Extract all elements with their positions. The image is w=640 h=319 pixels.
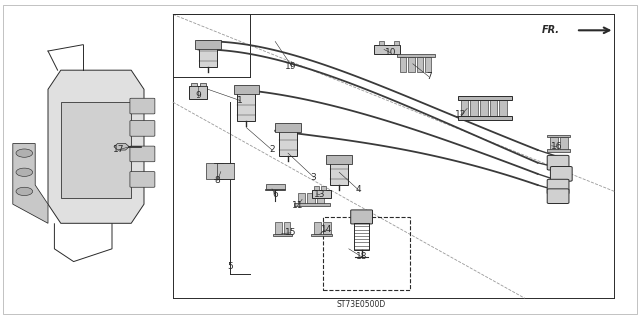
Bar xyxy=(470,99,478,118)
Bar xyxy=(200,83,206,86)
Bar xyxy=(199,45,217,67)
Bar xyxy=(234,85,259,94)
Text: 13: 13 xyxy=(314,190,326,199)
FancyBboxPatch shape xyxy=(547,155,569,170)
FancyBboxPatch shape xyxy=(547,179,569,194)
Text: 10: 10 xyxy=(385,48,396,57)
Bar xyxy=(379,41,384,45)
Bar xyxy=(298,193,305,204)
Bar xyxy=(323,217,410,290)
Text: 9: 9 xyxy=(196,91,201,100)
Bar xyxy=(354,223,369,250)
Text: 4: 4 xyxy=(356,185,361,194)
FancyBboxPatch shape xyxy=(351,210,372,224)
Bar xyxy=(312,190,331,198)
Bar xyxy=(311,234,332,236)
Bar xyxy=(307,193,315,204)
Bar xyxy=(499,99,507,118)
Bar xyxy=(560,137,568,150)
Text: 18: 18 xyxy=(356,252,367,261)
Bar xyxy=(61,102,131,198)
Bar xyxy=(490,99,497,118)
Bar xyxy=(189,86,207,99)
Bar xyxy=(394,41,399,45)
Bar xyxy=(408,57,415,72)
Bar xyxy=(275,222,282,234)
Bar xyxy=(547,149,570,152)
Text: 17: 17 xyxy=(113,145,124,154)
Bar xyxy=(550,137,558,150)
Bar xyxy=(400,57,406,72)
Bar xyxy=(461,99,468,118)
Bar xyxy=(425,57,431,72)
FancyBboxPatch shape xyxy=(130,146,155,162)
Bar xyxy=(321,186,326,190)
Bar xyxy=(458,96,512,100)
Bar xyxy=(326,155,352,164)
Bar xyxy=(195,40,221,49)
Text: 3: 3 xyxy=(311,173,316,182)
FancyBboxPatch shape xyxy=(547,189,569,204)
Text: 2: 2 xyxy=(269,145,275,154)
Bar xyxy=(237,89,255,121)
FancyBboxPatch shape xyxy=(130,172,155,187)
Bar xyxy=(284,222,290,234)
Bar xyxy=(374,45,400,54)
Polygon shape xyxy=(13,144,48,223)
Bar xyxy=(275,123,301,132)
Bar xyxy=(547,135,570,137)
Bar xyxy=(417,57,423,72)
Text: 19: 19 xyxy=(285,63,297,71)
Text: 14: 14 xyxy=(321,225,332,234)
Bar xyxy=(480,99,488,118)
Polygon shape xyxy=(48,70,144,223)
Bar xyxy=(458,116,512,120)
Bar xyxy=(217,163,234,179)
Bar xyxy=(273,234,292,236)
Bar xyxy=(330,160,348,185)
Text: FR.: FR. xyxy=(542,25,560,35)
Bar xyxy=(397,54,435,57)
Bar xyxy=(317,193,324,204)
Circle shape xyxy=(16,168,33,176)
Text: 15: 15 xyxy=(285,228,297,237)
Text: 7: 7 xyxy=(426,72,431,81)
Circle shape xyxy=(16,149,33,157)
Bar xyxy=(266,184,285,189)
Text: 5: 5 xyxy=(228,262,233,271)
Text: 8: 8 xyxy=(215,176,220,185)
Bar xyxy=(323,222,331,234)
Bar xyxy=(314,186,319,190)
Text: 12: 12 xyxy=(455,110,467,119)
Bar xyxy=(294,203,330,206)
FancyBboxPatch shape xyxy=(130,98,155,114)
Text: 1: 1 xyxy=(237,96,243,105)
Text: 11: 11 xyxy=(292,201,303,210)
FancyBboxPatch shape xyxy=(130,121,155,136)
Bar xyxy=(191,83,197,86)
Text: ST73E0500D: ST73E0500D xyxy=(337,300,386,309)
FancyBboxPatch shape xyxy=(550,167,572,181)
Polygon shape xyxy=(114,144,129,150)
Text: 6: 6 xyxy=(273,190,278,199)
Bar xyxy=(206,163,223,179)
Text: 16: 16 xyxy=(551,142,563,151)
Circle shape xyxy=(16,187,33,196)
Bar xyxy=(279,128,297,156)
Bar xyxy=(314,222,321,234)
